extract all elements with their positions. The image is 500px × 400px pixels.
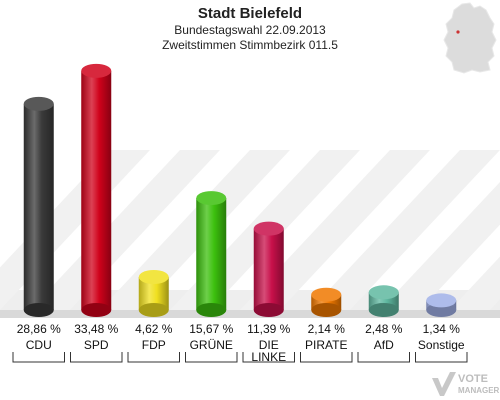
- bar-top: [23, 96, 54, 111]
- bar-sonstige: [426, 293, 457, 317]
- background-stripe: [380, 182, 500, 310]
- chart-subtitle-election: Bundestagswahl 22.09.2013: [174, 23, 326, 37]
- bar-base: [253, 303, 284, 317]
- bar-top: [81, 63, 112, 78]
- value-label: 1,34 %: [423, 322, 461, 336]
- bar-body: [253, 228, 284, 310]
- bar-cdu: [23, 96, 54, 317]
- category-bracket: [12, 352, 65, 363]
- background-stripe: [30, 150, 220, 310]
- value-label: 33,48 %: [74, 322, 118, 336]
- value-label: 4,62 %: [135, 322, 173, 336]
- bar-body: [81, 70, 112, 310]
- bar-base: [426, 303, 457, 317]
- category-label-line: PIRATE: [305, 338, 347, 352]
- category-bracket: [70, 352, 123, 363]
- category-label-line: AfD: [374, 338, 394, 352]
- category-label: FDP: [142, 338, 166, 352]
- bar-top: [311, 287, 342, 302]
- category-label-line: DIE: [259, 338, 279, 352]
- bar-base: [138, 303, 169, 317]
- bar-fdp: [138, 270, 169, 317]
- bar-grüne: [196, 191, 227, 317]
- value-label: 2,14 %: [308, 322, 346, 336]
- category-label: GRÜNE: [190, 338, 233, 352]
- bar-pirate: [311, 287, 342, 317]
- bar-base: [311, 303, 342, 317]
- bar-base: [81, 303, 112, 317]
- category-label: CDU: [26, 338, 52, 352]
- category-label-line: SPD: [84, 338, 109, 352]
- category-bracket: [357, 352, 410, 363]
- vote-manager-logo: VOTE MANAGER: [432, 372, 500, 396]
- bar-base: [23, 303, 54, 317]
- bar-body: [196, 198, 227, 310]
- checkmark-icon: [432, 372, 456, 396]
- chart-background: [0, 150, 500, 318]
- chart-title: Stadt Bielefeld: [197, 5, 303, 22]
- chart-header: Stadt Bielefeld Bundestagswahl 22.09.201…: [0, 0, 500, 53]
- category-label: PIRATE: [305, 338, 347, 352]
- category-label-line: Sonstige: [418, 338, 465, 352]
- category-label: SPD: [84, 338, 109, 352]
- category-label-line: LINKE: [251, 350, 286, 364]
- value-label: 11,39 %: [247, 322, 290, 336]
- value-label: 28,86 %: [17, 322, 61, 336]
- value-label: 15,67 %: [189, 322, 233, 336]
- category-bracket: [242, 352, 295, 363]
- bar-die-linke: [253, 221, 284, 317]
- bar-top: [196, 191, 227, 206]
- category-label-line: GRÜNE: [190, 338, 233, 352]
- category-label-line: FDP: [142, 338, 166, 352]
- germany-map-icon: [443, 2, 497, 74]
- logo-text-vote: VOTE: [458, 373, 488, 385]
- floor-edge: [0, 310, 500, 318]
- value-label: 2,48 %: [365, 322, 403, 336]
- category-label: Sonstige: [418, 338, 465, 352]
- category-bracket: [185, 352, 238, 363]
- bar-spd: [81, 63, 112, 317]
- category-bracket: [127, 352, 180, 363]
- bar-body: [23, 103, 54, 310]
- background-stripe: [310, 150, 500, 310]
- chart-subtitle-district: Zweitstimmen Stimmbezirk 011.5: [162, 38, 338, 52]
- logo-text-manager: MANAGER: [458, 386, 500, 395]
- bar-top: [368, 285, 399, 300]
- background-stripe: [450, 256, 500, 310]
- bar-base: [196, 303, 227, 317]
- category-label-line: CDU: [26, 338, 52, 352]
- bar-afd: [368, 285, 399, 317]
- background-stripe: [100, 150, 290, 310]
- category-bracket: [300, 352, 353, 363]
- background-stripe: [240, 150, 430, 310]
- bar-top: [253, 221, 284, 236]
- bar-base: [368, 303, 399, 317]
- category-label: AfD: [374, 338, 394, 352]
- category-bracket: [415, 352, 468, 363]
- bar-top: [426, 293, 457, 308]
- bar-top: [138, 270, 169, 284]
- category-label: DIE LINKE: [251, 338, 286, 364]
